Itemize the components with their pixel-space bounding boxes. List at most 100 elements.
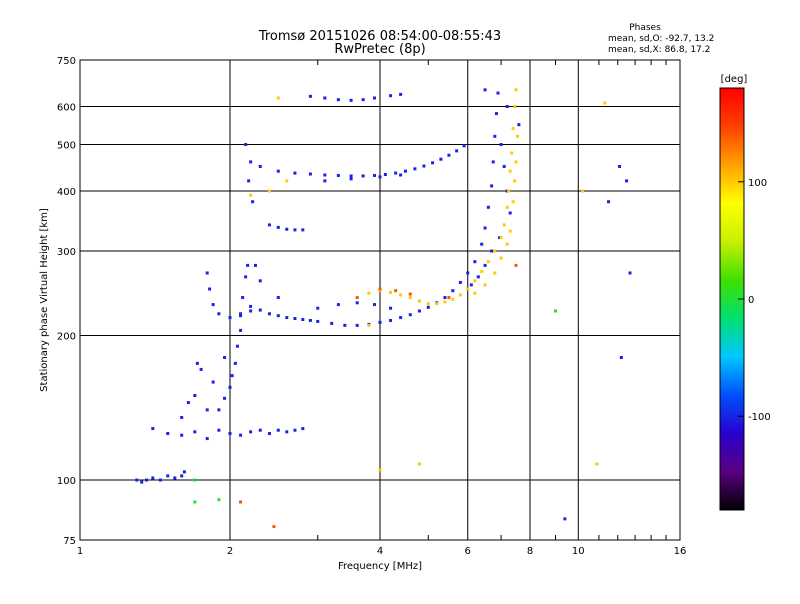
echo-point bbox=[399, 173, 403, 177]
echo-point bbox=[413, 167, 417, 171]
echo-point bbox=[514, 88, 518, 92]
echo-point bbox=[246, 263, 250, 267]
echo-point bbox=[151, 476, 155, 480]
y-tick-label: 100 bbox=[57, 476, 76, 487]
colorbar-tick-label: 100 bbox=[748, 178, 767, 189]
echo-point bbox=[193, 500, 197, 504]
y-tick-label: 200 bbox=[57, 332, 76, 343]
echo-point bbox=[595, 462, 599, 466]
echo-point bbox=[239, 314, 243, 318]
echo-point bbox=[473, 260, 477, 264]
echo-point bbox=[486, 205, 490, 209]
echo-point bbox=[508, 211, 512, 215]
echo-point bbox=[628, 271, 632, 275]
echo-point bbox=[378, 320, 382, 324]
echo-point bbox=[223, 355, 227, 359]
echo-point bbox=[205, 437, 209, 441]
echo-point bbox=[228, 432, 232, 436]
x-tick-label: 8 bbox=[527, 546, 533, 557]
echo-point bbox=[408, 296, 412, 300]
echo-point bbox=[205, 271, 209, 275]
colorbar-tick-label: 0 bbox=[748, 295, 754, 306]
echo-point bbox=[249, 193, 253, 197]
echo-point bbox=[217, 428, 221, 432]
echo-point bbox=[619, 355, 623, 359]
echo-point bbox=[244, 143, 248, 147]
echo-point bbox=[258, 279, 262, 283]
echo-point bbox=[517, 123, 521, 127]
echo-point bbox=[625, 179, 629, 183]
echo-point bbox=[511, 200, 515, 204]
x-tick-label: 16 bbox=[674, 546, 687, 557]
echo-point bbox=[285, 179, 289, 183]
echo-point bbox=[276, 314, 280, 318]
y-tick-label: 75 bbox=[63, 536, 76, 547]
echo-point bbox=[217, 408, 221, 412]
echo-point bbox=[361, 174, 365, 178]
echo-point bbox=[258, 308, 262, 312]
echo-point bbox=[389, 290, 393, 294]
echo-point bbox=[389, 318, 393, 322]
echo-point bbox=[267, 432, 271, 436]
echo-point bbox=[293, 171, 297, 175]
echo-point bbox=[491, 160, 495, 164]
echo-point bbox=[293, 428, 297, 432]
echo-point bbox=[458, 280, 462, 284]
echo-point bbox=[603, 101, 607, 105]
echo-point bbox=[233, 361, 237, 365]
echo-point bbox=[166, 474, 170, 478]
echo-point bbox=[507, 189, 511, 193]
colorbar-tick-label: -100 bbox=[748, 412, 771, 423]
echo-point bbox=[217, 312, 221, 316]
echo-point bbox=[166, 432, 170, 436]
echo-point bbox=[514, 160, 518, 164]
x-tick-label: 6 bbox=[465, 546, 471, 557]
echo-point bbox=[308, 94, 312, 98]
echo-point bbox=[403, 169, 407, 173]
echo-point bbox=[323, 173, 327, 177]
echo-point bbox=[323, 179, 327, 183]
echo-point bbox=[205, 408, 209, 412]
echo-point bbox=[480, 242, 484, 246]
echo-point bbox=[145, 478, 149, 482]
echo-point bbox=[496, 91, 500, 95]
echo-point bbox=[239, 312, 243, 316]
echo-point bbox=[241, 296, 245, 300]
echo-point bbox=[355, 296, 359, 300]
echo-point bbox=[349, 177, 353, 181]
echo-point bbox=[476, 275, 480, 279]
echo-point bbox=[607, 200, 611, 204]
echo-point bbox=[173, 476, 177, 480]
echo-point bbox=[514, 263, 518, 267]
echo-point bbox=[447, 296, 451, 300]
echo-point bbox=[180, 415, 184, 419]
echo-point bbox=[276, 296, 280, 300]
data-points bbox=[135, 88, 632, 529]
echo-point bbox=[253, 263, 257, 267]
y-tick-label: 300 bbox=[57, 247, 76, 258]
minor-ticks bbox=[317, 60, 667, 540]
echo-point bbox=[483, 263, 487, 267]
echo-point bbox=[249, 309, 253, 313]
echo-point bbox=[383, 173, 387, 177]
echo-point bbox=[336, 173, 340, 177]
echo-point bbox=[417, 462, 421, 466]
echo-point bbox=[355, 301, 359, 305]
echo-point bbox=[355, 323, 359, 327]
echo-point bbox=[498, 236, 502, 240]
echo-point bbox=[193, 394, 197, 398]
echo-point bbox=[422, 164, 426, 168]
echo-point bbox=[239, 433, 243, 437]
echo-point bbox=[483, 88, 487, 92]
phases-o-stats: mean, sd,O: -92.7, 13.2 bbox=[608, 34, 714, 44]
colorbar-unit-label: [deg] bbox=[721, 74, 748, 85]
echo-point bbox=[451, 289, 455, 293]
echo-point bbox=[499, 143, 503, 147]
echo-point bbox=[249, 160, 253, 164]
x-tick-label: 2 bbox=[227, 546, 233, 557]
echo-point bbox=[378, 175, 382, 179]
echo-point bbox=[466, 287, 470, 291]
echo-point bbox=[276, 96, 280, 100]
chart-title-line2: RwPretec (8p) bbox=[334, 42, 425, 57]
echo-point bbox=[431, 161, 435, 165]
